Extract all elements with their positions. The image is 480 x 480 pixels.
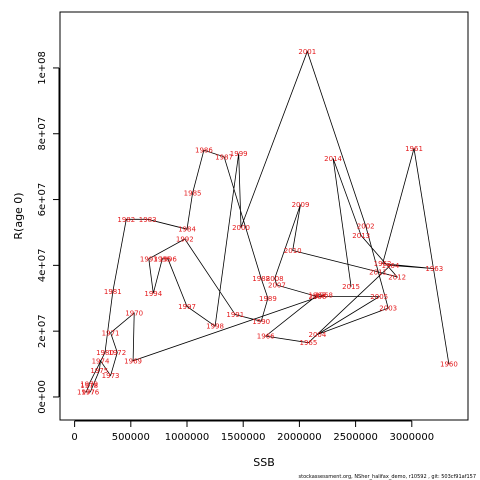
year-label: 2015 [342,283,360,291]
y-axis: 0e+00 2e+07 4e+07 6e+07 8e+07 1e+08 [37,51,60,414]
year-label: 2007 [268,282,286,290]
year-label: 1995 [153,255,171,263]
year-label: 1962 [374,260,392,268]
year-label: 2012 [388,273,406,281]
trajectory-lines [85,50,450,393]
year-label: 1998 [206,323,224,331]
x-tick-label: 2500000 [333,432,378,443]
year-label: 1988 [252,275,270,283]
year-label: 1966 [257,333,275,341]
y-axis-title: R(age 0) [12,192,25,239]
year-label: 1972 [108,349,126,357]
footer-note: stockassessment.org, NSher_halifax_demo,… [299,474,476,480]
year-label: 1999 [230,150,248,158]
year-label: 1987 [215,153,233,161]
y-tick-label: 2e+07 [37,314,48,348]
x-tick-label: 0 [71,432,77,443]
year-label: 2005 [370,293,388,301]
year-label: 2009 [292,201,310,209]
year-label: 1965 [299,339,317,347]
year-label: 1980 [96,349,114,357]
year-label: 2006 [308,293,326,301]
y-tick-label: 8e+07 [37,117,48,151]
year-label: 1982 [117,216,135,224]
year-label: 1983 [139,216,157,224]
x-axis-title: SSB [253,456,275,469]
year-label: 1970 [125,310,143,318]
x-axis: 0 500000 1000000 1500000 2000000 2500000 30000… [71,420,435,443]
year-label: 2011 [369,268,387,276]
year-label: 2002 [357,222,375,230]
year-label: 2001 [298,48,316,56]
y-tick-label: 4e+07 [37,249,48,283]
y-tick-label: 6e+07 [37,183,48,217]
year-label: 1992 [176,236,194,244]
year-label: 1981 [104,288,122,296]
year-label: 1984 [178,226,196,234]
x-tick-label: 2000000 [277,432,322,443]
y-tick-label: 0e+00 [37,380,48,414]
year-label: 1990 [252,318,270,326]
x-tick-label: 1500000 [221,432,266,443]
year-label: 1991 [226,311,244,319]
year-label: 1976 [81,389,99,397]
year-label: 2003 [379,305,397,313]
year-label: 1989 [259,295,277,303]
year-label: 1973 [102,372,120,380]
year-label: 1979 [80,380,98,388]
year-label: 2000 [232,224,250,232]
y-tick-label: 1e+08 [37,51,48,85]
year-label: 1961 [405,145,423,153]
year-label: 2004 [308,331,326,339]
x-tick-label: 3000000 [390,432,435,443]
year-label: 1960 [440,361,458,369]
year-label: 1996 [159,255,177,263]
year-label: 2008 [266,275,284,283]
year-label: 1994 [144,290,162,298]
x-tick-label: 1000000 [165,432,210,443]
year-label: 1978 [80,382,98,390]
plot-frame [59,11,469,421]
year-label: 2014 [324,155,342,163]
year-label: 1977 [77,389,95,397]
year-label: 1974 [92,357,110,365]
year-label: 1997 [178,303,196,311]
year-label: 1975 [90,367,108,375]
year-label: 1964 [381,262,399,270]
trajectory-line [85,50,450,393]
year-label: 1963 [425,265,443,273]
year-label: 2010 [284,247,302,255]
year-label: 1967 [308,292,326,300]
year-label: 1985 [184,190,202,198]
x-tick-label: 500000 [112,432,150,443]
year-label: 1993 [140,255,158,263]
year-label: 1969 [124,357,142,365]
year-label: 2013 [352,232,370,240]
year-label: 1971 [102,329,120,337]
year-label: 1986 [195,147,213,155]
year-label: 1968 [315,292,333,300]
